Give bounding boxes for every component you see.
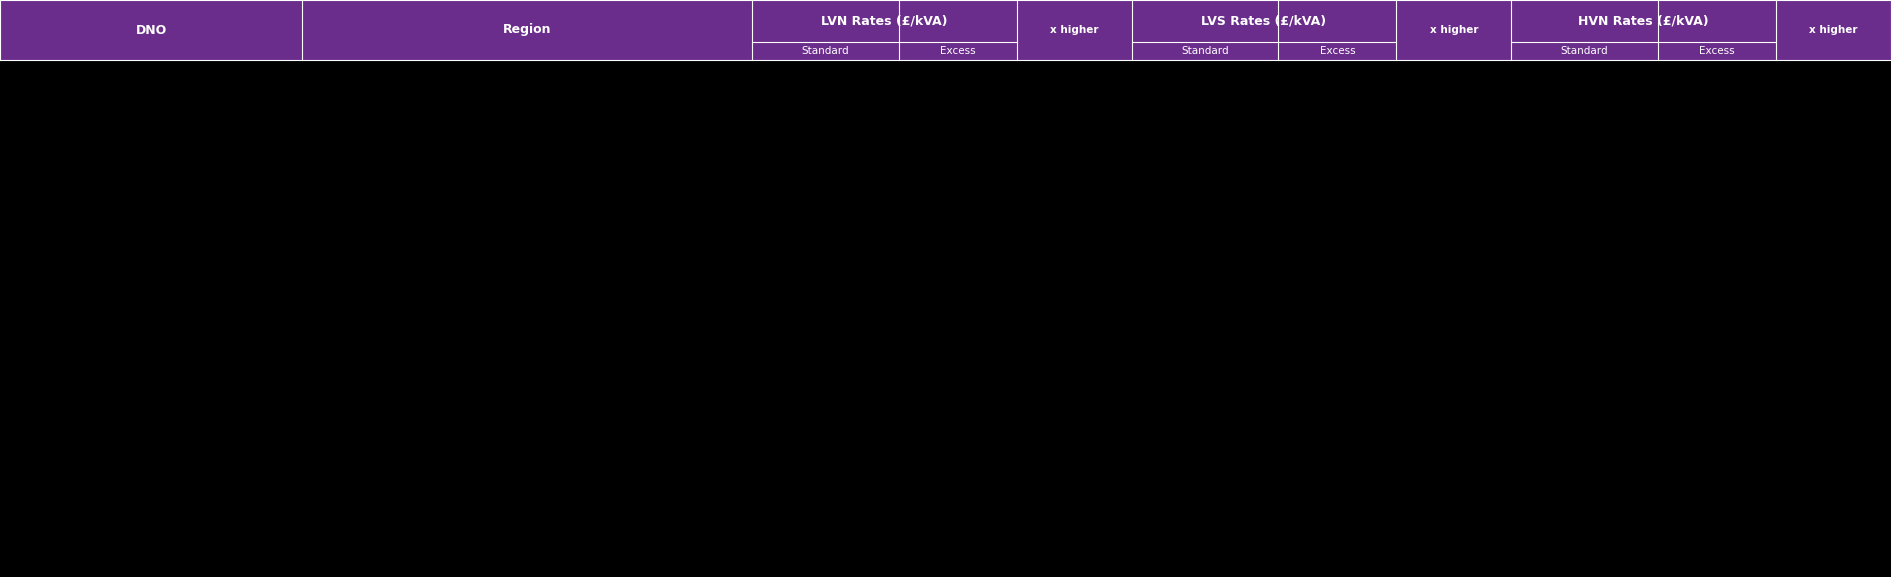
Text: Excess: Excess xyxy=(1700,46,1734,56)
Text: x higher: x higher xyxy=(1050,25,1099,35)
Bar xyxy=(0,0,1891,42)
Bar xyxy=(0,60,1891,577)
Text: x higher: x higher xyxy=(1430,25,1479,35)
Text: Region: Region xyxy=(503,24,552,36)
Bar xyxy=(0,42,1891,60)
Text: Standard: Standard xyxy=(1560,46,1609,56)
Text: Standard: Standard xyxy=(802,46,849,56)
Text: x higher: x higher xyxy=(1810,25,1857,35)
Text: Standard: Standard xyxy=(1182,46,1229,56)
Text: Excess: Excess xyxy=(940,46,976,56)
Text: LVS Rates (£/kVA): LVS Rates (£/kVA) xyxy=(1201,14,1327,28)
Text: Excess: Excess xyxy=(1320,46,1356,56)
Text: DNO: DNO xyxy=(136,24,166,36)
Text: LVN Rates (£/kVA): LVN Rates (£/kVA) xyxy=(821,14,947,28)
Text: HVN Rates (£/kVA): HVN Rates (£/kVA) xyxy=(1579,14,1709,28)
